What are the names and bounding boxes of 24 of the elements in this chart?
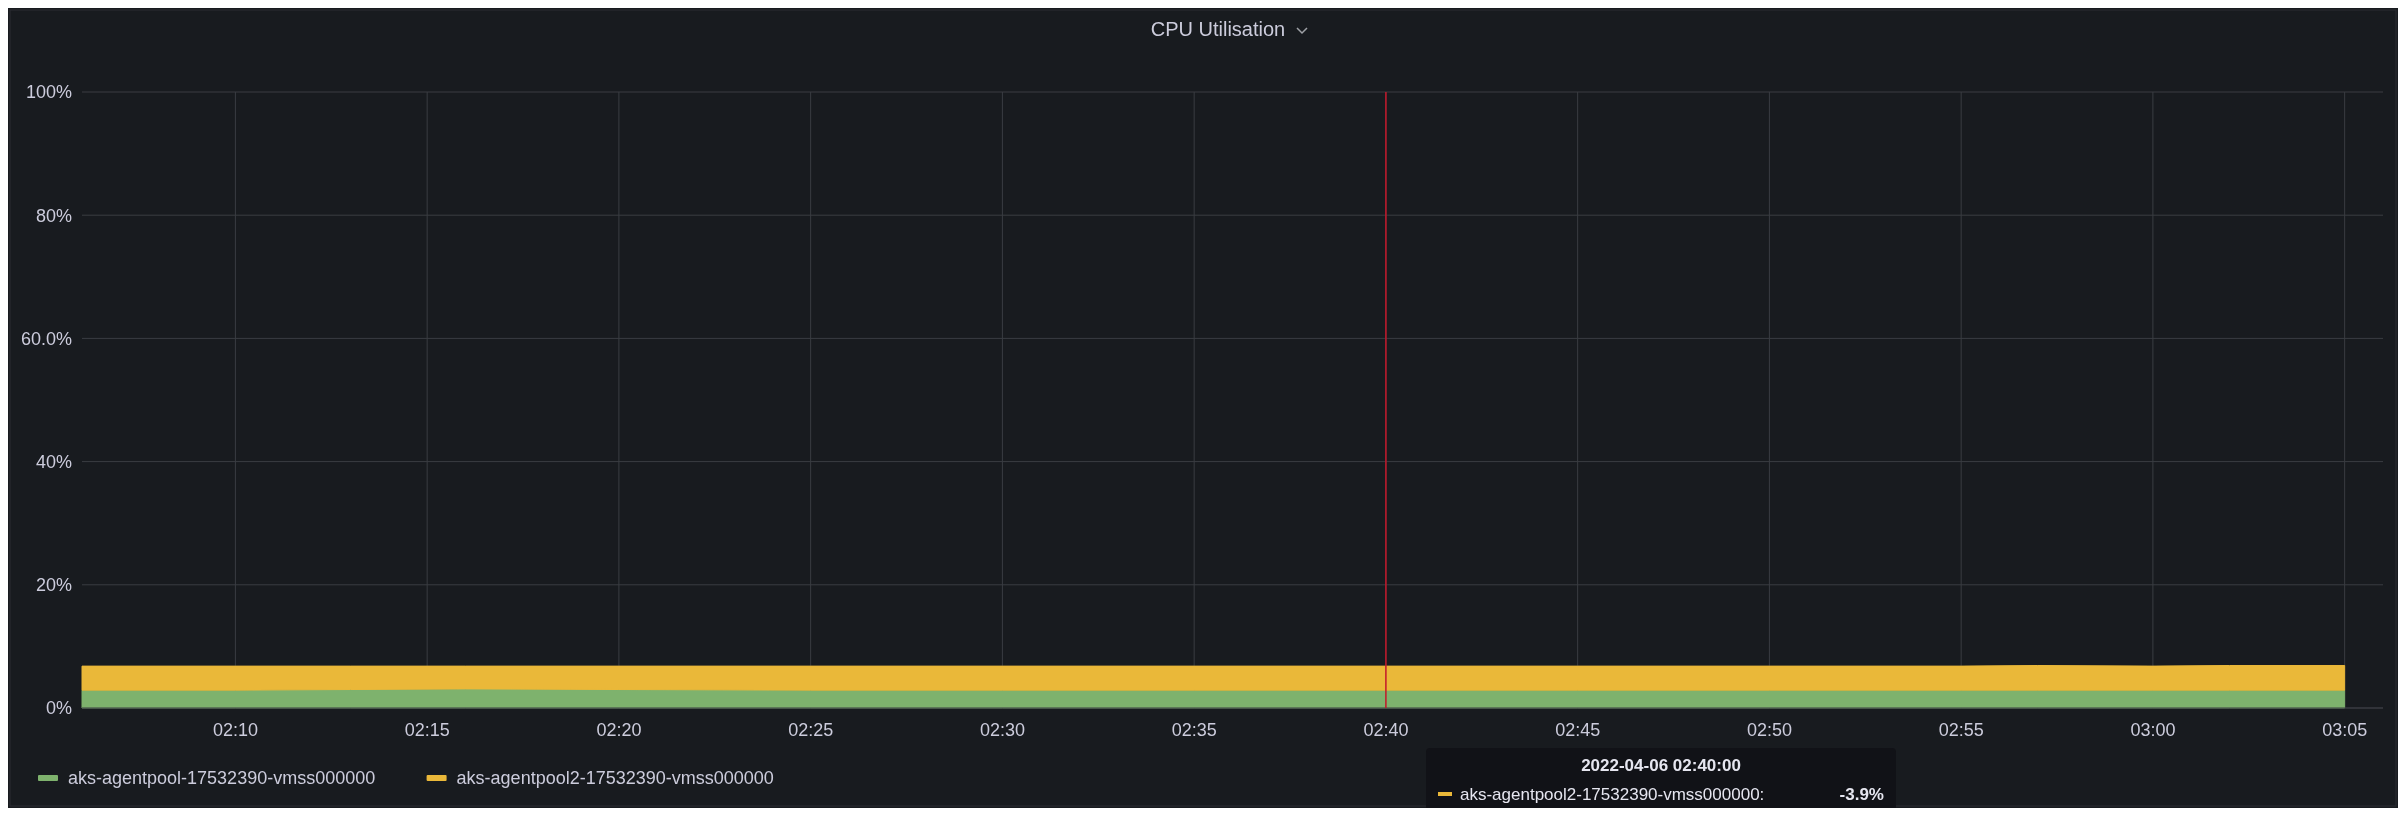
text: -3.9% (1839, 785, 1884, 804)
y-tick-label: 100% (25, 82, 72, 103)
text: aks-agentpool2-17532390-vmss000000: (1460, 785, 1765, 804)
x-tick-label: 02:55 (1938, 720, 1984, 740)
x-tick-label: 03:00 (2130, 720, 2176, 740)
x-tick-label: 02:40 (1363, 720, 1409, 740)
chart-title: CPU Utilisation (1150, 18, 1286, 40)
legend-label: aks-agentpool-17532390-vmss000000 (68, 768, 376, 788)
x-tick-label: 02:15 (404, 720, 450, 740)
text: 2022-04-06 02:40:00 (1581, 756, 1741, 775)
y-tick-label: 60.0% (20, 328, 72, 349)
y-tick-label: 20% (35, 575, 72, 596)
x-tick-label: 03:05 (2322, 720, 2368, 740)
x-tick-label: 02:45 (1555, 720, 1601, 740)
legend-label: aks-agentpool2-17532390-vmss000000 (456, 768, 774, 788)
y-tick-label: 0% (45, 698, 72, 719)
x-tick-label: 02:50 (1746, 720, 1792, 740)
x-tick-label: 02:25 (788, 720, 834, 740)
x-tick-label: 02:10 (212, 720, 258, 740)
y-tick-label: 80% (35, 205, 72, 226)
x-tick-label: 02:20 (596, 720, 642, 740)
x-tick-label: 02:35 (1171, 720, 1217, 740)
x-tick-label: 02:30 (979, 720, 1025, 740)
y-tick-label: 40% (35, 451, 72, 472)
